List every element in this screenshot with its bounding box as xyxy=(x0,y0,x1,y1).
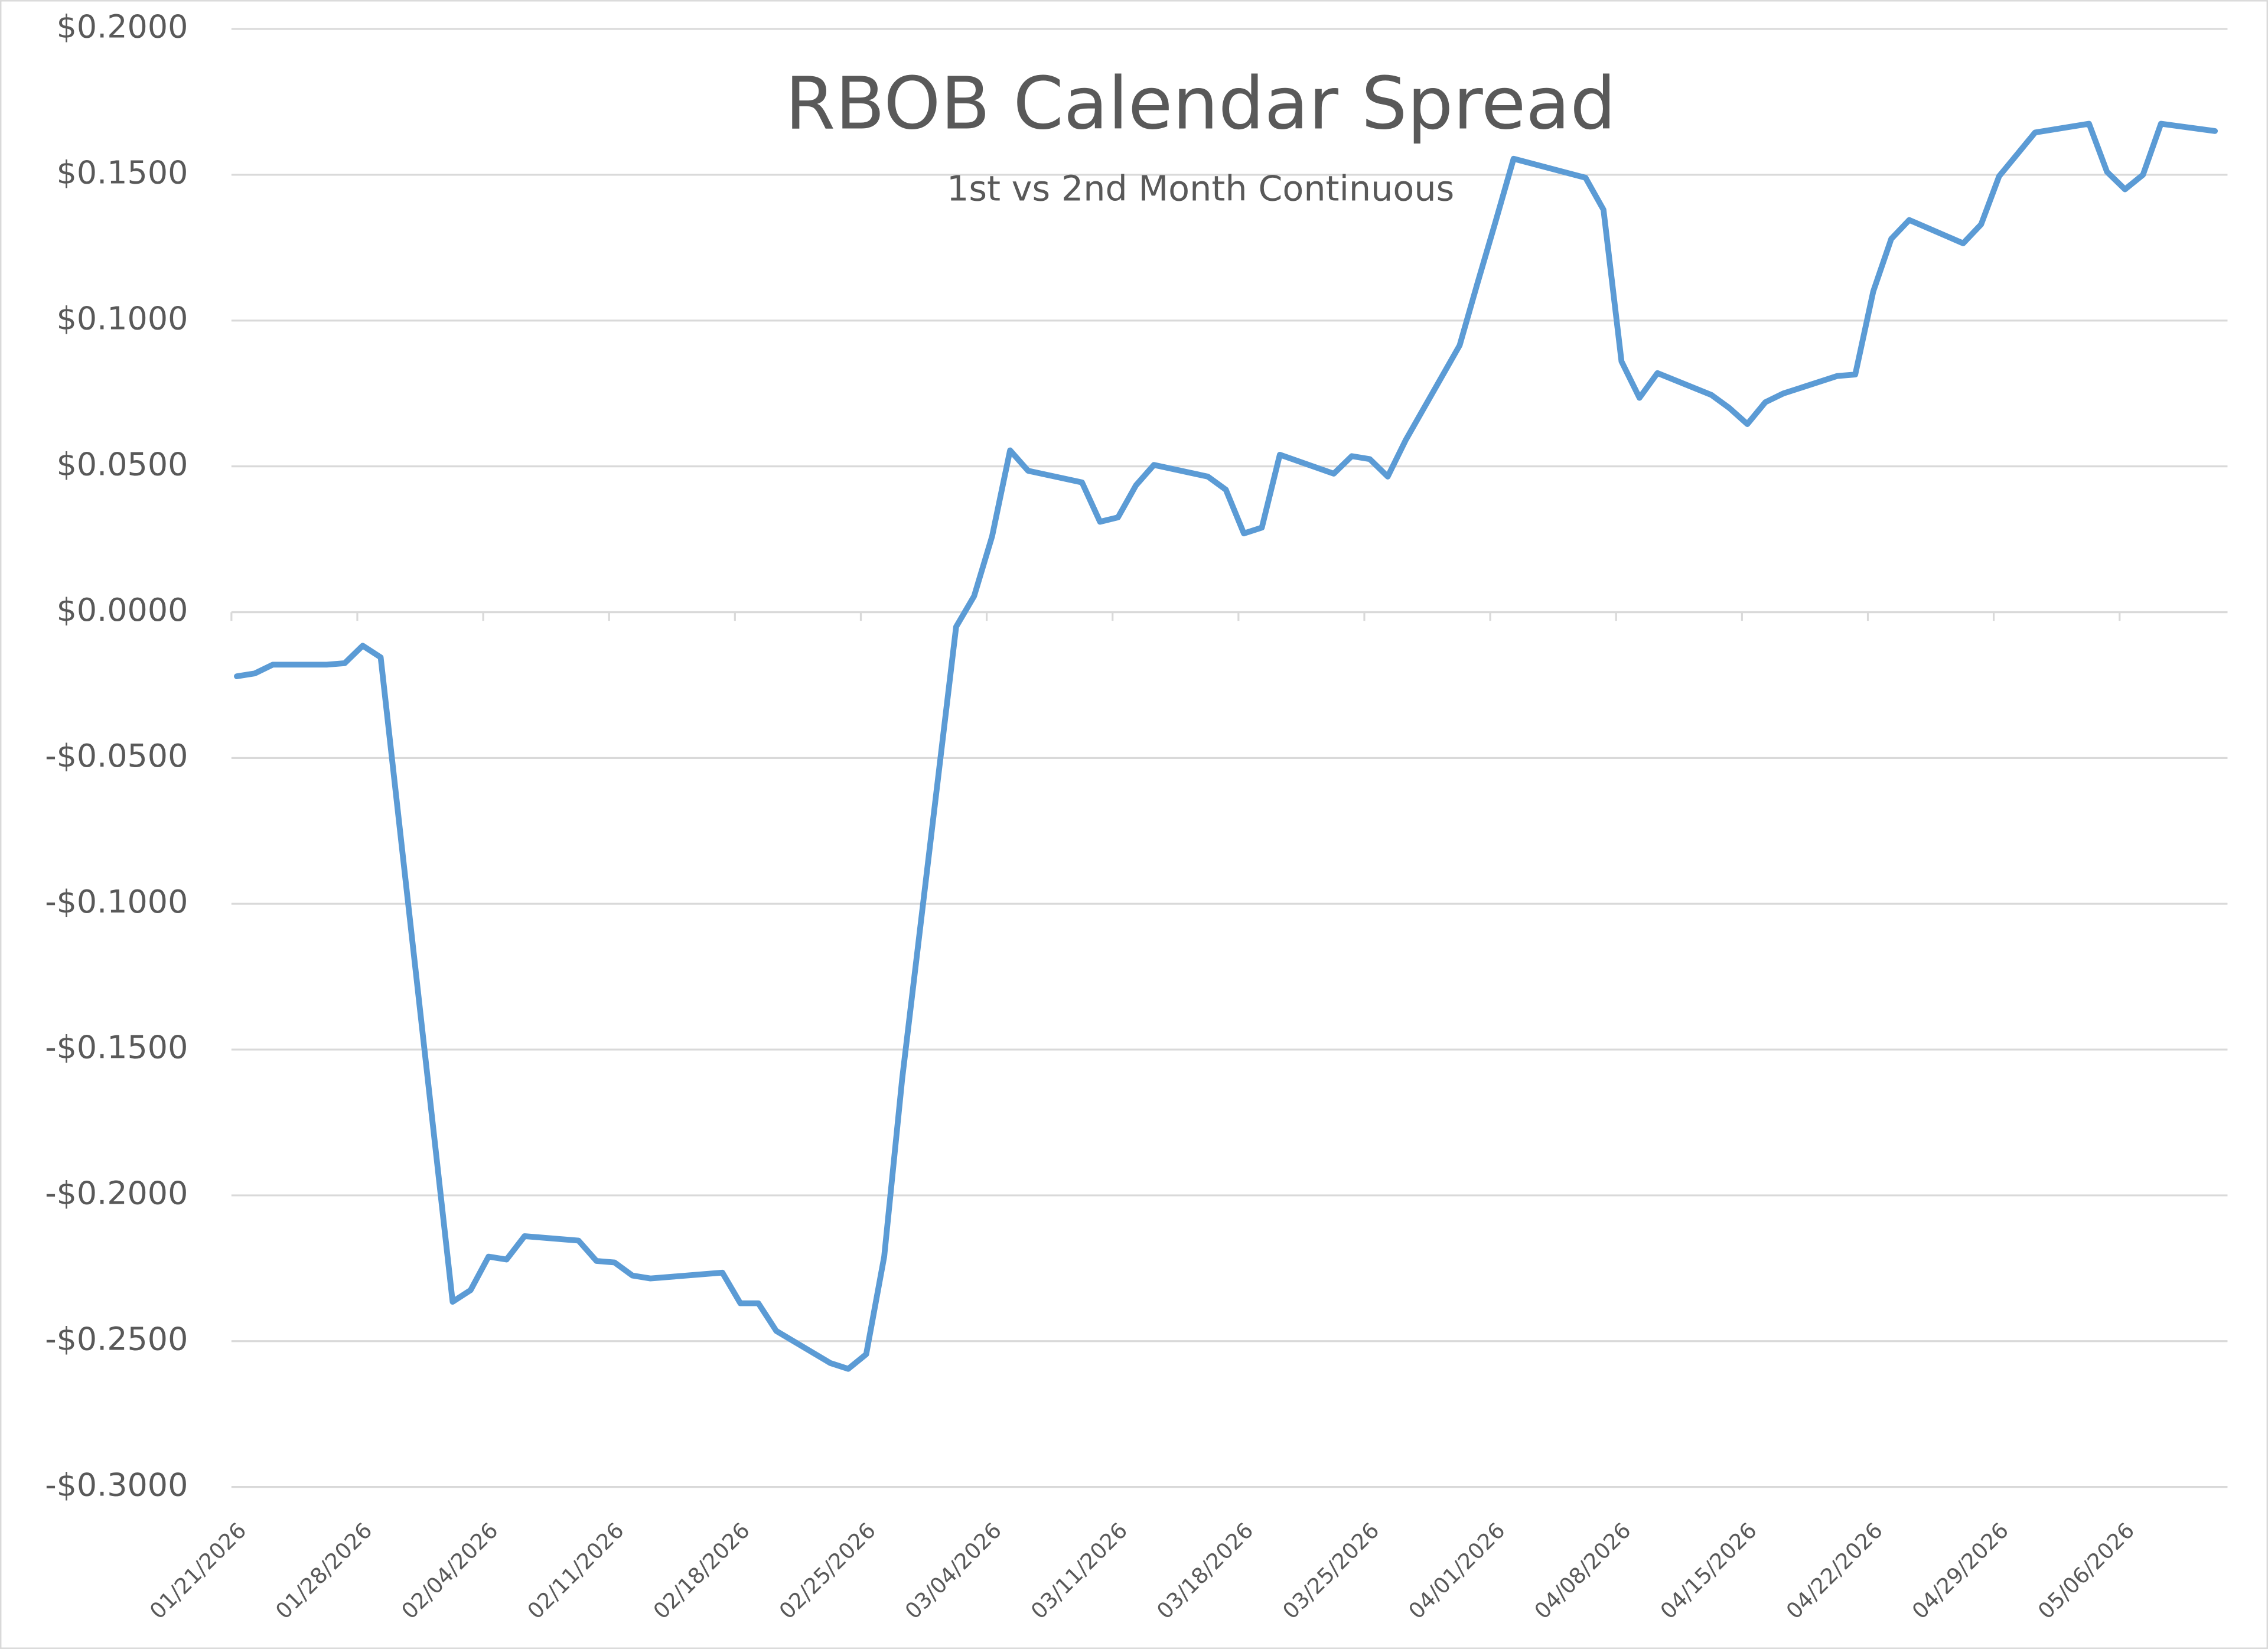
y-tick-label: $0.2000 xyxy=(57,8,188,45)
y-tick-label: -$0.2000 xyxy=(45,1175,188,1212)
y-tick-label: $0.1000 xyxy=(57,299,188,337)
plot-area xyxy=(234,120,2218,1372)
chart-title: RBOB Calendar Spread xyxy=(785,61,1616,145)
y-tick-label: -$0.0500 xyxy=(45,737,188,774)
y-tick-label: -$0.2500 xyxy=(45,1320,188,1357)
y-tick-label: $0.0000 xyxy=(57,591,188,628)
y-tick-label: -$0.1000 xyxy=(45,883,188,920)
data-line xyxy=(234,120,2218,1372)
y-tick-label: $0.0500 xyxy=(57,445,188,483)
y-tick-label: -$0.1500 xyxy=(45,1029,188,1066)
y-tick-label: $0.1500 xyxy=(57,154,188,191)
y-tick-label: -$0.3000 xyxy=(45,1466,188,1503)
chart-subtitle: 1st vs 2nd Month Continuous xyxy=(947,168,1454,208)
